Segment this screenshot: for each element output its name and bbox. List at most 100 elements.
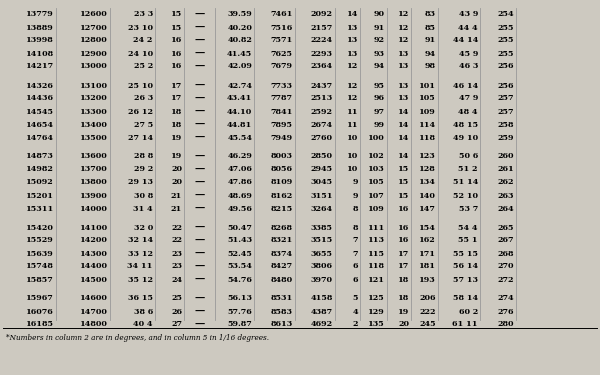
Text: —: — bbox=[194, 223, 205, 232]
Text: 13: 13 bbox=[347, 36, 358, 45]
Text: 140: 140 bbox=[419, 192, 436, 200]
Text: 98: 98 bbox=[425, 63, 436, 70]
Text: 7516: 7516 bbox=[271, 24, 293, 32]
Text: 5: 5 bbox=[353, 294, 358, 303]
Text: 18: 18 bbox=[171, 120, 182, 129]
Text: 24: 24 bbox=[171, 276, 182, 284]
Text: 14654: 14654 bbox=[26, 120, 54, 129]
Text: 12: 12 bbox=[398, 36, 409, 45]
Text: 46.29: 46.29 bbox=[227, 153, 253, 160]
Text: 45.54: 45.54 bbox=[227, 134, 253, 141]
Text: 16185: 16185 bbox=[26, 321, 54, 328]
Text: 9: 9 bbox=[353, 178, 358, 186]
Text: 94: 94 bbox=[425, 50, 436, 57]
Text: 57 13: 57 13 bbox=[453, 276, 478, 284]
Text: 258: 258 bbox=[497, 120, 514, 129]
Text: 121: 121 bbox=[368, 276, 385, 284]
Text: 7949: 7949 bbox=[271, 134, 293, 141]
Text: 48.69: 48.69 bbox=[227, 192, 253, 200]
Text: 21: 21 bbox=[171, 192, 182, 200]
Text: 28 8: 28 8 bbox=[134, 153, 153, 160]
Text: 8162: 8162 bbox=[271, 192, 293, 200]
Text: 15201: 15201 bbox=[26, 192, 54, 200]
Text: 8480: 8480 bbox=[271, 276, 293, 284]
Text: 8531: 8531 bbox=[271, 294, 293, 303]
Text: 8056: 8056 bbox=[271, 165, 293, 174]
Text: 26 12: 26 12 bbox=[128, 108, 153, 116]
Text: *Numbers in column 2 are in degrees, and in column 5 in 1/16 degrees.: *Numbers in column 2 are in degrees, and… bbox=[6, 334, 269, 342]
Text: 54.76: 54.76 bbox=[227, 276, 253, 284]
Text: 2592: 2592 bbox=[311, 108, 333, 116]
Text: 123: 123 bbox=[419, 153, 436, 160]
Text: 2945: 2945 bbox=[311, 165, 333, 174]
Text: 36 15: 36 15 bbox=[128, 294, 153, 303]
Text: 57.76: 57.76 bbox=[227, 308, 253, 315]
Text: 30 8: 30 8 bbox=[134, 192, 153, 200]
Text: 255: 255 bbox=[497, 24, 514, 32]
Text: 103: 103 bbox=[368, 165, 385, 174]
Text: 3264: 3264 bbox=[311, 204, 333, 213]
Text: 16076: 16076 bbox=[26, 308, 54, 315]
Text: 118: 118 bbox=[368, 262, 385, 270]
Text: —: — bbox=[194, 152, 205, 161]
Text: 14: 14 bbox=[398, 108, 409, 116]
Text: 129: 129 bbox=[368, 308, 385, 315]
Text: 4387: 4387 bbox=[311, 308, 333, 315]
Text: —: — bbox=[194, 94, 205, 103]
Text: 274: 274 bbox=[497, 294, 514, 303]
Text: 14100: 14100 bbox=[80, 224, 108, 231]
Text: 12: 12 bbox=[398, 10, 409, 18]
Text: 20: 20 bbox=[398, 321, 409, 328]
Text: 102: 102 bbox=[368, 153, 385, 160]
Text: 256: 256 bbox=[497, 63, 514, 70]
Text: 29 13: 29 13 bbox=[128, 178, 153, 186]
Text: 13200: 13200 bbox=[80, 94, 108, 102]
Text: 25 10: 25 10 bbox=[128, 81, 153, 90]
Text: 7461: 7461 bbox=[270, 10, 293, 18]
Text: 97: 97 bbox=[374, 108, 385, 116]
Text: 17: 17 bbox=[171, 81, 182, 90]
Text: —: — bbox=[194, 165, 205, 174]
Text: 51.43: 51.43 bbox=[227, 237, 253, 244]
Text: 2364: 2364 bbox=[311, 63, 333, 70]
Text: 14545: 14545 bbox=[26, 108, 54, 116]
Text: 13800: 13800 bbox=[80, 178, 108, 186]
Text: 50 6: 50 6 bbox=[459, 153, 478, 160]
Text: 14: 14 bbox=[398, 120, 409, 129]
Text: 14: 14 bbox=[398, 134, 409, 141]
Text: 24 10: 24 10 bbox=[128, 50, 153, 57]
Text: 270: 270 bbox=[497, 262, 514, 270]
Text: 40.82: 40.82 bbox=[227, 36, 253, 45]
Text: 15311: 15311 bbox=[26, 204, 54, 213]
Text: 8427: 8427 bbox=[271, 262, 293, 270]
Text: 49.56: 49.56 bbox=[227, 204, 253, 213]
Text: 25 2: 25 2 bbox=[134, 63, 153, 70]
Text: 15529: 15529 bbox=[26, 237, 54, 244]
Text: 23: 23 bbox=[171, 249, 182, 258]
Text: 128: 128 bbox=[419, 165, 436, 174]
Text: 15: 15 bbox=[171, 10, 182, 18]
Text: 43.41: 43.41 bbox=[227, 94, 253, 102]
Text: 7: 7 bbox=[353, 249, 358, 258]
Text: 6: 6 bbox=[353, 262, 358, 270]
Text: 13300: 13300 bbox=[80, 108, 108, 116]
Text: 7: 7 bbox=[353, 237, 358, 244]
Text: 93: 93 bbox=[374, 50, 385, 57]
Text: 13600: 13600 bbox=[80, 153, 108, 160]
Text: 8109: 8109 bbox=[271, 178, 293, 186]
Text: 8268: 8268 bbox=[271, 224, 293, 231]
Text: 134: 134 bbox=[419, 178, 436, 186]
Text: 2224: 2224 bbox=[311, 36, 333, 45]
Text: 14700: 14700 bbox=[80, 308, 108, 315]
Text: 12: 12 bbox=[398, 24, 409, 32]
Text: 4692: 4692 bbox=[311, 321, 333, 328]
Text: 18: 18 bbox=[398, 294, 409, 303]
Text: 267: 267 bbox=[497, 237, 514, 244]
Text: 7895: 7895 bbox=[271, 120, 293, 129]
Text: 95: 95 bbox=[374, 81, 385, 90]
Text: 17: 17 bbox=[398, 249, 409, 258]
Text: 52.45: 52.45 bbox=[227, 249, 253, 258]
Text: 13900: 13900 bbox=[80, 192, 108, 200]
Text: 12700: 12700 bbox=[80, 24, 108, 32]
Text: 10: 10 bbox=[347, 134, 358, 141]
